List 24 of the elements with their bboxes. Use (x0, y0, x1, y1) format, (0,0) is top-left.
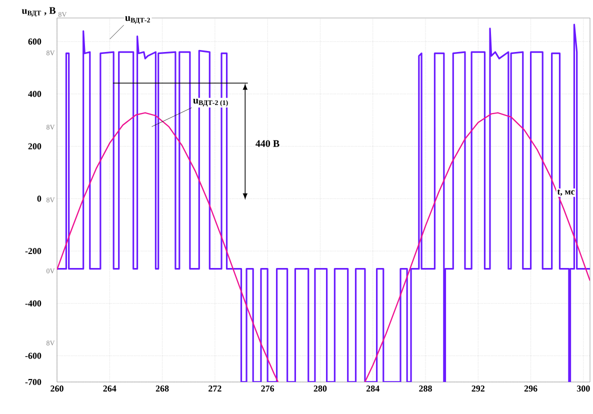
annotation: 440 В (256, 140, 280, 147)
x-tick-label: 292 (472, 386, 484, 392)
y-tick-label: -200 (25, 248, 42, 254)
annotation: u$_{ВДТ-2}$ (125, 16, 150, 24)
y-tick-label: -600 (25, 352, 42, 359)
x-tick-label: 280 (314, 386, 327, 392)
x-tick-label: 300 (577, 386, 590, 392)
y-tick-label: -400 (25, 300, 42, 306)
x-tick-label: 288 (419, 386, 432, 392)
annotation: u$_{ВДТ-2 (1)}$ (193, 98, 228, 106)
y-tick-label: 400 (28, 90, 42, 97)
y-tick-label: 600 (28, 38, 42, 45)
y-tick-label: 200 (28, 143, 42, 150)
y-tick-label: -700 (25, 378, 42, 386)
x-tick-label: 272 (208, 386, 222, 392)
x-tick-label: 264 (103, 386, 116, 392)
x-tick-label: 276 (261, 386, 274, 392)
y-tick-label: 0 (37, 196, 42, 202)
x-axis-title: t, мс (557, 189, 575, 196)
y-axis-title: u$_{ВДТ}$ , В (22, 7, 56, 17)
x-tick-label: 284 (366, 386, 380, 392)
x-tick-label: 260 (50, 386, 64, 392)
x-tick-label: 268 (156, 386, 169, 392)
x-tick-label: 296 (524, 386, 538, 392)
